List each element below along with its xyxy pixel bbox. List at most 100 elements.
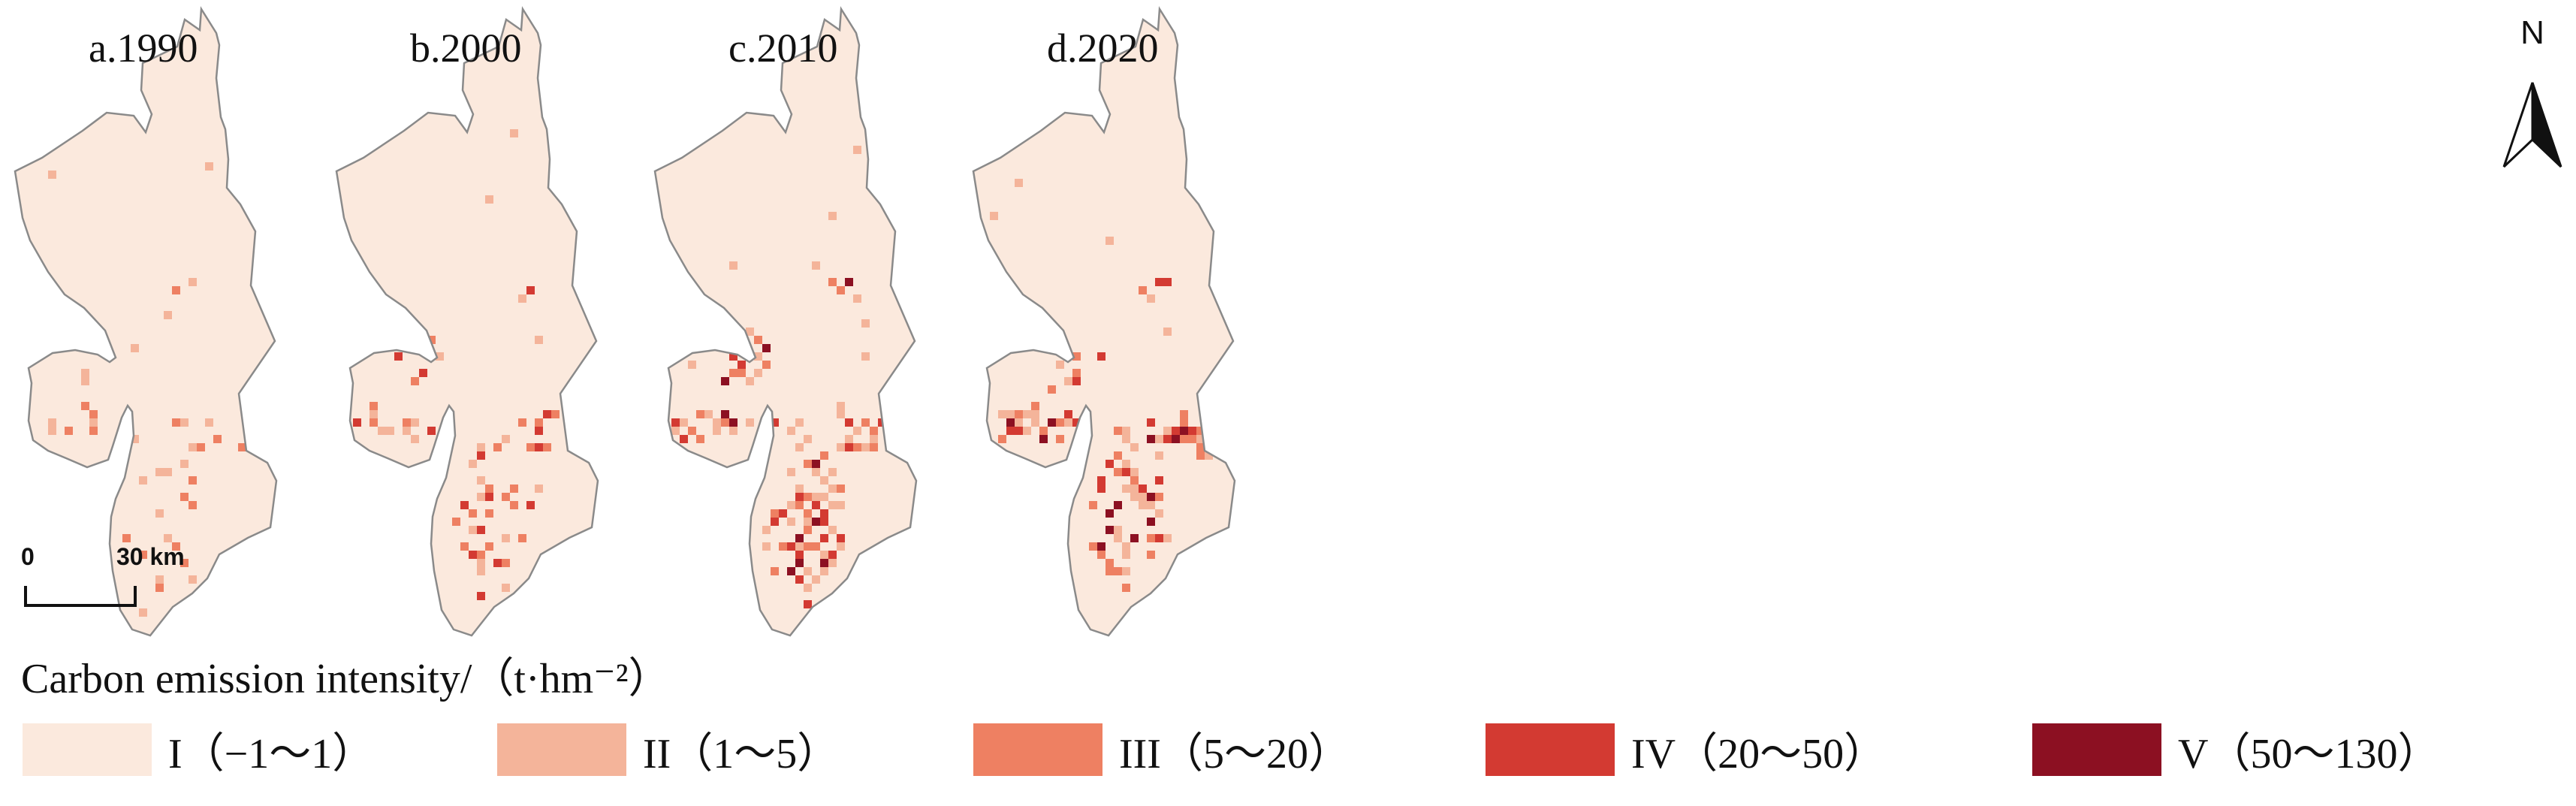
emission-cell [721,418,729,427]
emission-cell [820,493,828,501]
emission-cell [411,418,419,427]
emission-cell [1064,377,1072,385]
panel-label-2000: b.2000 [410,26,522,71]
emission-cell [779,509,787,518]
emission-cell [828,501,837,509]
emission-cell [828,278,837,286]
emission-cell [812,460,820,468]
emission-cell [189,278,197,286]
emission-cell [89,418,98,427]
emission-cell [131,344,139,352]
emission-cells-2020 [990,179,1213,592]
emission-cell [729,261,738,270]
emission-cell [861,443,870,451]
emission-cell [828,468,837,476]
emission-cell [795,551,804,559]
emission-cell [1072,352,1081,361]
emission-cell [1072,377,1081,385]
scale-zero-label: 0 [21,543,35,570]
emission-cell [386,427,394,435]
emission-cell [820,559,828,567]
emission-cell [1196,443,1205,451]
emission-cell [1114,427,1122,435]
emission-cell [238,443,246,451]
emission-cell [787,427,795,435]
emission-cell [155,575,164,584]
emission-cell [746,418,754,427]
emission-cell [477,551,485,559]
emission-cell [172,286,180,294]
emission-cell [1147,493,1155,501]
emission-cell [671,418,680,427]
emission-cell [729,369,738,377]
emission-cell [1139,501,1147,509]
emission-cell [89,410,98,418]
emission-cell [1097,352,1106,361]
emission-cell [812,261,820,270]
emission-cell [1163,427,1172,435]
emission-cell [845,443,853,451]
emission-cell [771,567,779,575]
emission-cell [680,418,688,427]
emission-cell [870,427,878,435]
emission-cell [820,509,828,518]
emission-cell [812,542,820,551]
emission-cell [1039,427,1048,435]
emission-cell [543,443,551,451]
emission-cell [1031,418,1039,427]
emission-cell [812,501,820,509]
emission-cell [804,460,812,468]
emission-cell [180,460,189,468]
emission-cell [1188,427,1196,435]
emission-cell [403,427,411,435]
emission-cell [81,402,89,410]
emission-cell [189,501,197,509]
emission-cell [155,509,164,518]
emission-cell [1031,402,1039,410]
emission-cell [205,418,213,427]
emission-cell [1089,501,1097,509]
emission-cell [787,518,795,526]
emission-cell [485,542,493,551]
emission-cell [1188,435,1196,443]
emission-cell [1106,237,1114,245]
emission-cell [551,410,560,418]
emission-cell [1122,542,1130,551]
emission-cell [1015,418,1023,427]
emission-cell [172,418,180,427]
emission-cell [795,534,804,542]
map-panel-1990 [14,6,278,637]
emission-cell [787,542,795,551]
emission-cell [1048,385,1056,394]
emission-cell [1114,501,1122,509]
emission-cell [164,311,172,319]
emission-cell [1106,509,1114,518]
emission-cell [526,443,535,451]
emission-cell [837,485,845,493]
map-panel-2000 [335,6,599,637]
emission-cell [1163,435,1172,443]
emission-cell [1163,328,1172,336]
emission-cell [460,542,469,551]
legend-swatch-class-2 [497,723,626,776]
emission-cell [828,526,837,534]
legend-label-class-1: I（−1～1） [168,730,375,777]
emission-cell [762,542,771,551]
emission-cell [1147,435,1155,443]
emission-cell [1006,418,1015,427]
scale-bar-line [24,586,137,607]
panel-label-2020: d.2020 [1047,26,1159,71]
emission-cell [688,427,696,435]
emission-cell [1130,443,1139,451]
emission-cell [1114,567,1122,575]
emission-cell [1180,418,1188,427]
legend-label-class-2: II（1～5） [643,730,840,777]
emission-cell [1114,534,1122,542]
emission-cell [452,518,460,526]
emission-cell [713,418,721,427]
emission-cell [394,352,403,361]
emission-cell [729,352,738,361]
emission-cell [1155,476,1163,485]
emission-cells-1990 [48,162,246,617]
